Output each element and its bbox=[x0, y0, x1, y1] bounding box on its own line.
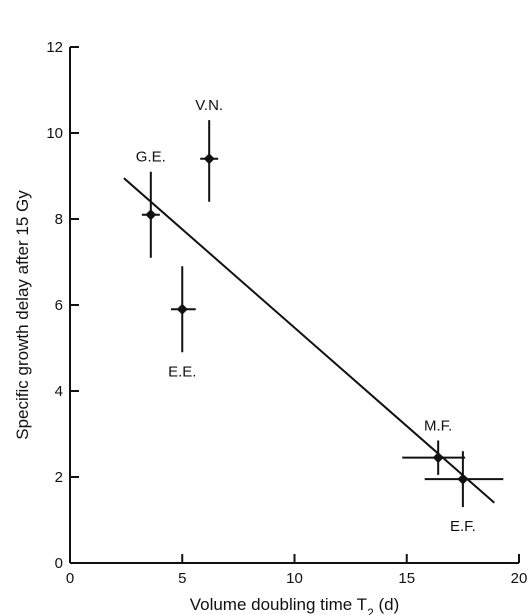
data-point-label: E.F. bbox=[450, 518, 476, 535]
data-point-label: G.E. bbox=[136, 149, 166, 166]
y-axis-title: Specific growth delay after 15 Gy bbox=[13, 190, 32, 440]
x-axis: 0 5 10 15 20 bbox=[66, 554, 528, 587]
data-point-group: V.N. bbox=[195, 97, 223, 202]
y-tick-label: 6 bbox=[55, 297, 63, 314]
y-tick-label: 2 bbox=[55, 469, 63, 486]
data-point-marker bbox=[145, 209, 157, 221]
y-tick-label: 4 bbox=[55, 383, 63, 400]
data-point-label: E.E. bbox=[168, 363, 196, 380]
x-tick-label: 0 bbox=[66, 570, 74, 587]
x-axis-title-subscript: 2 bbox=[367, 606, 374, 615]
x-tick-label: 20 bbox=[511, 570, 528, 587]
regression-line bbox=[123, 177, 495, 504]
data-point-marker bbox=[176, 303, 188, 315]
data-point-group: G.E. bbox=[136, 149, 166, 258]
data-point-marker bbox=[432, 452, 444, 464]
data-point-marker bbox=[457, 473, 469, 485]
data-point-group: E.F. bbox=[424, 451, 504, 535]
y-axis: 0 2 4 6 8 10 12 bbox=[46, 39, 79, 572]
y-tick-label: 8 bbox=[55, 211, 63, 228]
x-axis-title-unit: (d) bbox=[374, 595, 400, 614]
data-point-label: V.N. bbox=[195, 97, 223, 114]
x-tick-label: 10 bbox=[286, 570, 303, 587]
data-point-group: M.F. bbox=[402, 417, 466, 475]
x-tick-label: 5 bbox=[178, 570, 186, 587]
y-tick-label: 12 bbox=[46, 39, 63, 56]
y-tick-label: 0 bbox=[55, 555, 63, 572]
x-axis-title: Volume doubling time T2 (d) bbox=[190, 595, 400, 615]
data-point-label: M.F. bbox=[424, 417, 452, 434]
y-tick-label: 10 bbox=[46, 125, 63, 142]
data-point-marker bbox=[203, 153, 215, 165]
x-tick-label: 15 bbox=[398, 570, 415, 587]
data-point-group: E.E. bbox=[168, 266, 196, 380]
x-axis-title-main: Volume doubling time T bbox=[190, 595, 367, 614]
